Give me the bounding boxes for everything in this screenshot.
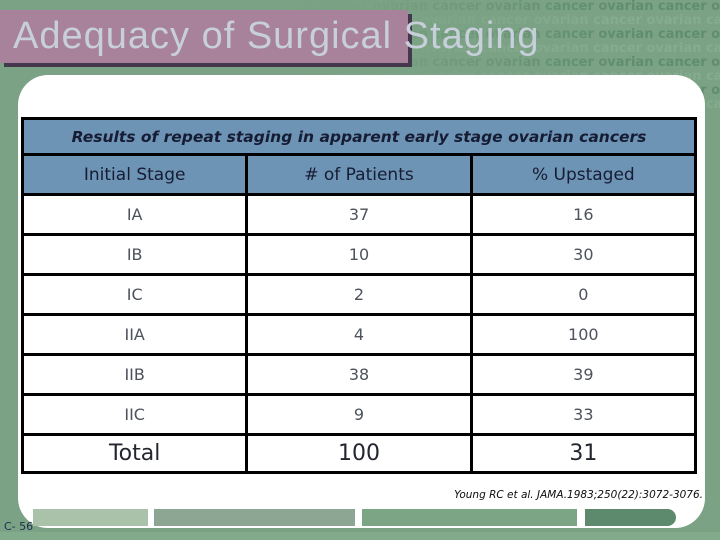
footer-segment-2 (154, 509, 355, 526)
cell-upstaged: 0 (469, 273, 698, 316)
cell-stage: IIB (20, 353, 249, 396)
page-title: Adequacy of Surgical Staging (13, 15, 540, 57)
cell-upstaged: 16 (469, 193, 698, 236)
total-label: Total (20, 433, 249, 474)
title-box (0, 10, 408, 63)
table-caption: Results of repeat staging in apparent ea… (21, 117, 697, 156)
column-header-initial-stage: Initial Stage (20, 153, 249, 196)
staging-table: Results of repeat staging in apparent ea… (20, 117, 698, 474)
table-row: IIB 38 39 (20, 353, 698, 396)
citation: Young RC et al. JAMA.1983;250(22):3072-3… (454, 489, 703, 501)
cell-upstaged: 39 (469, 353, 698, 396)
cell-patients: 4 (245, 313, 473, 356)
table-caption-row: Results of repeat staging in apparent ea… (21, 117, 697, 156)
total-upstaged: 31 (469, 433, 698, 474)
cell-patients: 38 (245, 353, 473, 396)
cell-patients: 10 (245, 233, 473, 276)
cell-upstaged: 30 (469, 233, 698, 276)
cell-patients: 2 (245, 273, 473, 316)
table-row: IA 37 16 (20, 193, 698, 236)
cell-patients: 37 (245, 193, 473, 236)
footer-segment-1 (33, 509, 148, 526)
cell-stage: IA (20, 193, 249, 236)
table-row: IC 2 0 (20, 273, 698, 316)
column-header-patients: # of Patients (245, 153, 473, 196)
cell-stage: IIA (20, 313, 249, 356)
table-row: IB 10 30 (20, 233, 698, 276)
column-header-upstaged: % Upstaged (469, 153, 698, 196)
footer-segment-3 (362, 509, 577, 526)
footer-segment-4 (585, 509, 676, 526)
cell-stage: IB (20, 233, 249, 276)
cell-stage: IIC (20, 393, 249, 436)
cell-upstaged: 100 (469, 313, 698, 356)
table-row: IIC 9 33 (20, 393, 698, 436)
cell-stage: IC (20, 273, 249, 316)
slide-number: C- 56 (4, 520, 34, 533)
cell-patients: 9 (245, 393, 473, 436)
table-header-row: Initial Stage # of Patients % Upstaged (20, 153, 698, 196)
cell-upstaged: 33 (469, 393, 698, 436)
table-row: IIA 4 100 (20, 313, 698, 356)
bottom-strip (0, 532, 720, 540)
table-total-row: Total 100 31 (20, 433, 698, 474)
total-patients: 100 (245, 433, 473, 474)
